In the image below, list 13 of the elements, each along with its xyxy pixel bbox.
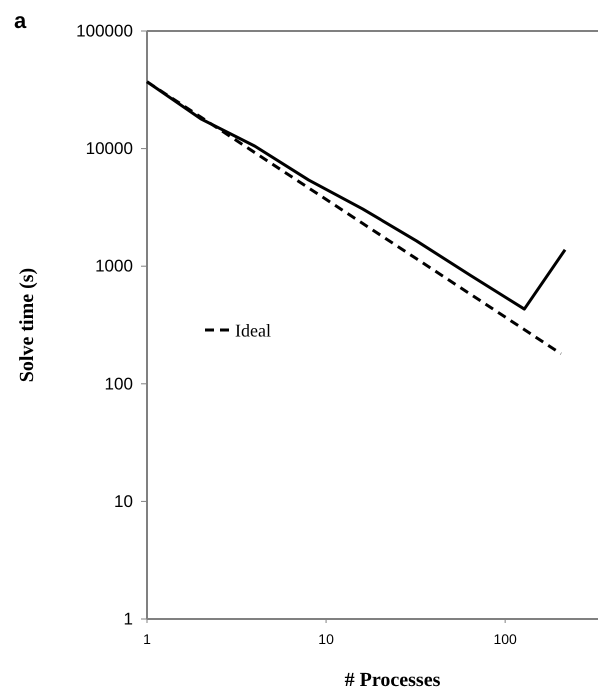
y-tick-label: 1000 <box>95 256 133 276</box>
x-tick-label: 10 <box>318 631 334 648</box>
legend-label: Ideal <box>235 320 271 340</box>
y-tick-label: 10000 <box>86 139 133 158</box>
x-axis-title: # Processes <box>344 669 441 691</box>
y-tick-label: 100000 <box>76 21 133 40</box>
x-tick-label: 1 <box>143 631 152 648</box>
y-axis-title: Solve time (s) <box>16 268 38 382</box>
x-tick-label: 100 <box>493 631 518 648</box>
chart-title: a <box>14 8 27 33</box>
y-tick-label: 100 <box>104 374 133 394</box>
y-tick-label: 10 <box>114 492 133 511</box>
y-tick-label: 1 <box>123 609 133 628</box>
